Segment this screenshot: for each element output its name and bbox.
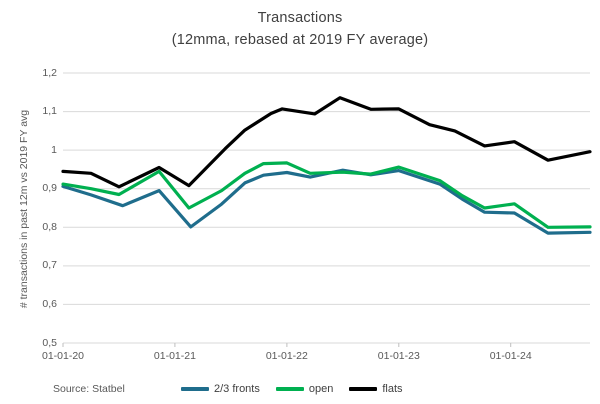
chart-subtitle: (12mma, rebased at 2019 FY average) [171, 32, 429, 48]
y-tick-label: 0,9 [42, 182, 57, 195]
legend-label: open [308, 383, 334, 395]
x-tick-label: 01-01-21 [153, 350, 196, 362]
y-tick-label: 0,7 [42, 259, 57, 272]
x-tick-label: 01-01-22 [265, 350, 308, 362]
y-tick-label: 0,5 [42, 336, 57, 349]
y-axis-title: # transactions in past 12m vs 2019 FY av… [18, 109, 30, 309]
legend-item: flats [349, 383, 403, 395]
chart-title: Transactions [257, 10, 343, 26]
legend-label: flats [382, 383, 403, 395]
x-tick-label: 01-01-23 [377, 350, 420, 362]
legend-line-swatch [349, 387, 378, 391]
source-note: Source: Statbel [53, 383, 125, 395]
y-tick-label: 1,2 [42, 66, 57, 79]
series-line-2-3-fronts [61, 168, 592, 235]
legend-item: open [275, 383, 334, 395]
y-tick-label: 0,6 [42, 297, 57, 310]
series-line-open [61, 161, 592, 229]
x-tick-label: 01-01-20 [41, 350, 85, 362]
y-tick-label: 0,8 [42, 220, 57, 233]
y-tick-label: 1,1 [42, 105, 57, 118]
series-line-flats [61, 96, 592, 189]
x-tick-label: 01-01-24 [489, 350, 532, 362]
plot-area [61, 72, 592, 347]
y-tick-label: 1 [51, 143, 57, 156]
legend-line-swatch [275, 387, 304, 391]
legend-item: 2/3 fronts [181, 383, 260, 395]
legend: 2/3 fronts open flats [181, 383, 403, 395]
legend-label: 2/3 fronts [214, 383, 260, 395]
legend-line-swatch [181, 387, 209, 391]
